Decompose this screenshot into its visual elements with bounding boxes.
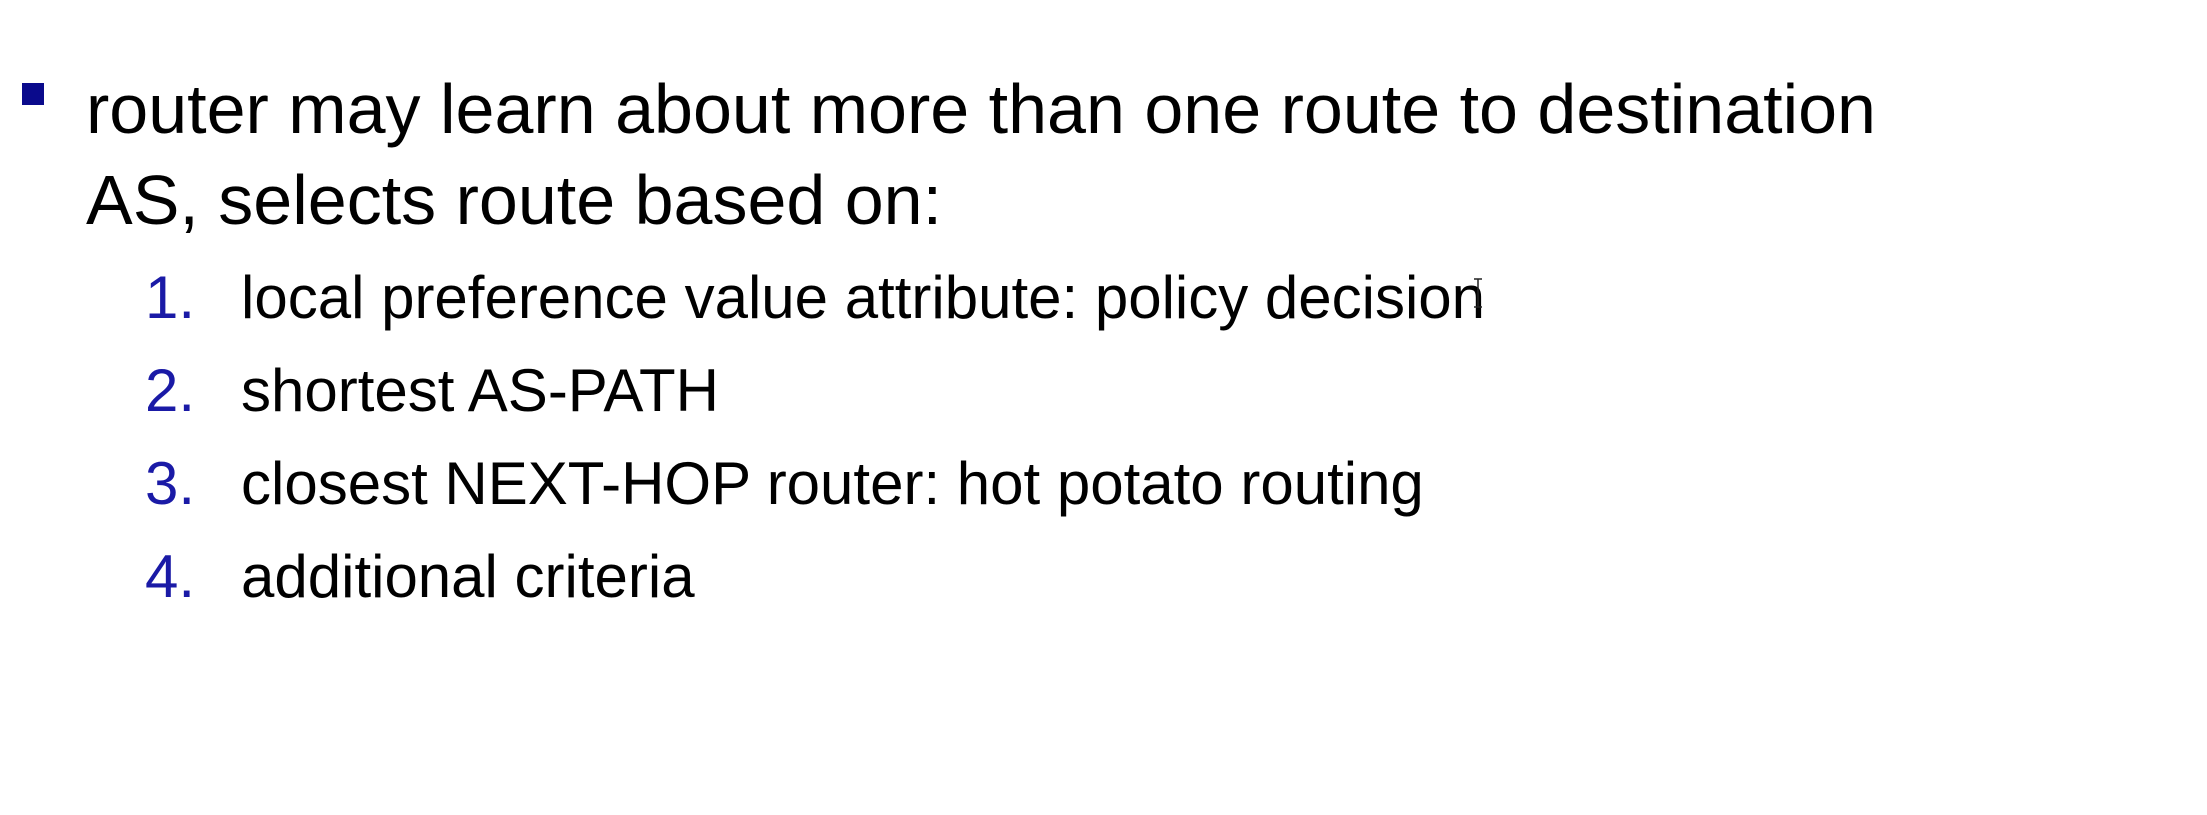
list-item-number: 2. [145, 357, 196, 424]
square-bullet-icon [22, 83, 44, 105]
list-item[interactable]: 2. shortest AS-PATH [0, 351, 2207, 444]
list-item[interactable]: 1. local preference value attribute: pol… [0, 258, 2207, 351]
main-bullet-text[interactable]: router may learn about more than one rou… [86, 64, 2166, 246]
criteria-list: 1. local preference value attribute: pol… [0, 258, 2207, 630]
list-item-text: shortest AS-PATH [241, 357, 719, 424]
list-item[interactable]: 4. additional criteria [0, 537, 2207, 630]
list-item[interactable]: 3. closest NEXT-HOP router: hot potato r… [0, 444, 2207, 537]
main-bullet-line-2: AS, selects route based on: [86, 161, 943, 239]
list-item-number: 3. [145, 450, 196, 517]
list-item-text: local preference value attribute: policy… [241, 264, 1486, 331]
list-item-number: 1. [145, 264, 196, 331]
main-bullet-line-1: router may learn about more than one rou… [86, 70, 1876, 148]
list-item-text: additional criteria [241, 543, 695, 610]
list-item-number: 4. [145, 543, 196, 610]
list-item-text: closest NEXT-HOP router: hot potato rout… [241, 450, 1424, 517]
